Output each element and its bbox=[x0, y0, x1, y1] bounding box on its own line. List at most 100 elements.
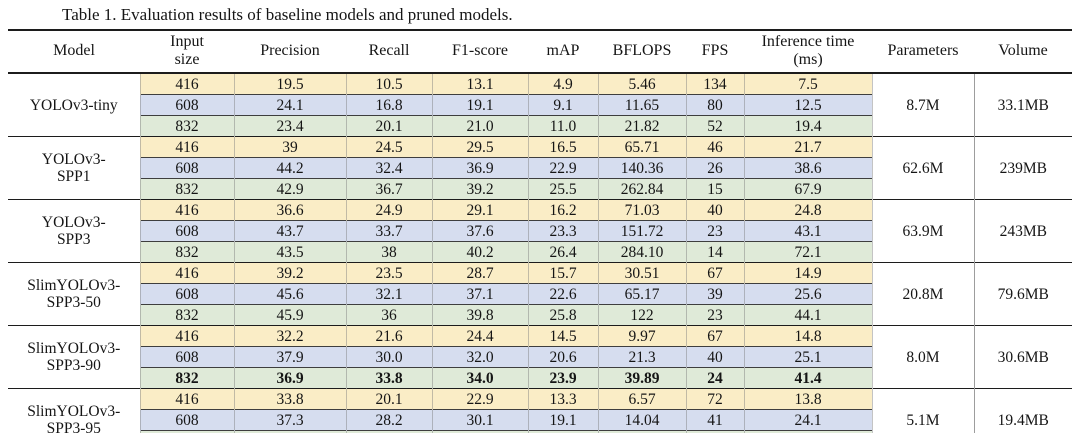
table-row: YOLOv3- SPP1 416 39 24.5 29.5 16.5 65.71 46 21.7… bbox=[8, 136, 1072, 200]
f1-score-cell: 29.5 bbox=[431, 136, 528, 158]
f1-score-cell: 13.1 bbox=[431, 72, 528, 95]
volume-cell: 239MB bbox=[974, 136, 1072, 200]
fps-cell: 40 bbox=[685, 346, 744, 368]
table-row: 608 43.7 33.7 37.6 23.3 151.72 23 43.1 bbox=[8, 220, 1072, 242]
fps-cell: 24 bbox=[685, 367, 744, 389]
precision-cell: 23.4 bbox=[233, 115, 346, 137]
fps-cell: 134 bbox=[685, 72, 744, 95]
inference-time-ms-cell: 43.1 bbox=[743, 220, 873, 242]
table-row: 832 42.9 36.7 39.2 25.5 262.84 15 67.9 bbox=[8, 178, 1072, 200]
precision-cell: 44.2 bbox=[233, 157, 346, 179]
map-cell: 16.5 bbox=[527, 136, 598, 158]
fps-cell: 39 bbox=[685, 283, 744, 305]
map-cell: 9.1 bbox=[527, 94, 598, 116]
table-row: 832 23.4 20.1 21.0 11.0 21.82 52 19.4 bbox=[8, 115, 1072, 137]
bflops-cell: 65.71 bbox=[597, 136, 686, 158]
input-size-cell: 416 bbox=[139, 72, 234, 95]
parameters-cell: 8.7M bbox=[872, 72, 975, 137]
table-row: 608 44.2 32.4 36.9 22.9 140.36 26 38.6 bbox=[8, 157, 1072, 179]
f1-score-cell: 19.1 bbox=[431, 94, 528, 116]
f1-score-cell: 22.9 bbox=[431, 388, 528, 410]
precision-cell: 24.1 bbox=[233, 94, 346, 116]
table-row: SlimYOLOv3- SPP3-95 416 33.8 20.1 22.9 13.3 6.… bbox=[8, 388, 1072, 433]
input-size-cell: 832 bbox=[139, 367, 234, 389]
column-header-input-size: Input size bbox=[140, 30, 234, 75]
recall-cell: 23.5 bbox=[345, 262, 432, 284]
inference-time-ms-cell: 25.6 bbox=[743, 283, 873, 305]
volume-cell: 30.6MB bbox=[974, 325, 1072, 389]
column-header-volume: Volume bbox=[974, 30, 1072, 75]
map-cell: 25.8 bbox=[527, 304, 598, 326]
input-size-cell: 832 bbox=[139, 115, 234, 137]
f1-score-cell: 30.1 bbox=[431, 409, 528, 431]
volume-cell: 79.6MB bbox=[974, 262, 1072, 326]
table-row: 608 37.9 30.0 32.0 20.6 21.3 40 25.1 bbox=[8, 346, 1072, 368]
column-header-model: Model bbox=[8, 30, 140, 75]
fps-cell: 26 bbox=[685, 157, 744, 179]
inference-time-ms-cell: 44.1 bbox=[743, 304, 873, 326]
input-size-cell: 832 bbox=[139, 304, 234, 326]
recall-cell: 21.6 bbox=[345, 325, 432, 347]
f1-score-cell: 32.0 bbox=[431, 346, 528, 368]
map-cell: 22.9 bbox=[527, 157, 598, 179]
f1-score-cell: 34.0 bbox=[431, 367, 528, 389]
results-table: Model Input size Precision Recall F1-score mA… bbox=[8, 29, 1072, 433]
f1-score-cell: 21.0 bbox=[431, 115, 528, 137]
fps-cell: 72 bbox=[685, 388, 744, 410]
input-size-cell: 608 bbox=[139, 220, 234, 242]
map-cell: 19.1 bbox=[527, 409, 598, 431]
inference-time-ms-cell: 13.8 bbox=[743, 388, 873, 410]
precision-cell: 32.2 bbox=[233, 325, 346, 347]
inference-time-ms-cell: 21.7 bbox=[743, 136, 873, 158]
input-size-cell: 416 bbox=[139, 136, 234, 158]
recall-cell: 36.7 bbox=[345, 178, 432, 200]
input-size-cell: 608 bbox=[139, 409, 234, 431]
precision-cell: 39.2 bbox=[233, 262, 346, 284]
fps-cell: 52 bbox=[685, 115, 744, 137]
table-row: 832 45.9 36 39.8 25.8 122 23 44.1 bbox=[8, 304, 1072, 326]
bflops-cell: 284.10 bbox=[597, 241, 686, 263]
model-cell: YOLOv3-tiny bbox=[8, 72, 140, 137]
parameters-cell: 20.8M bbox=[872, 262, 975, 326]
fps-cell: 40 bbox=[685, 199, 744, 221]
volume-cell: 33.1MB bbox=[974, 72, 1072, 137]
table-row: 608 45.6 32.1 37.1 22.6 65.17 39 25.6 bbox=[8, 283, 1072, 305]
input-size-cell: 416 bbox=[139, 325, 234, 347]
fps-cell: 67 bbox=[685, 262, 744, 284]
column-header-precision: Precision bbox=[234, 30, 346, 75]
table-row: YOLOv3- SPP3 416 36.6 24.9 29.1 16.2 71.03 40 24… bbox=[8, 199, 1072, 263]
bflops-cell: 65.17 bbox=[597, 283, 686, 305]
input-size-cell: 416 bbox=[139, 262, 234, 284]
parameters-cell: 5.1M bbox=[872, 388, 975, 433]
column-header-inference-time-ms: Inference time (ms) bbox=[744, 30, 872, 75]
recall-cell: 33.7 bbox=[345, 220, 432, 242]
column-header-map: mAP bbox=[528, 30, 598, 75]
recall-cell: 36 bbox=[345, 304, 432, 326]
inference-time-ms-cell: 19.4 bbox=[743, 115, 873, 137]
recall-cell: 30.0 bbox=[345, 346, 432, 368]
f1-score-cell: 28.7 bbox=[431, 262, 528, 284]
model-cell: SlimYOLOv3- SPP3-90 bbox=[8, 325, 140, 389]
inference-time-ms-cell: 67.9 bbox=[743, 178, 873, 200]
parameters-cell: 63.9M bbox=[872, 199, 975, 263]
bflops-cell: 140.36 bbox=[597, 157, 686, 179]
map-cell: 14.5 bbox=[527, 325, 598, 347]
input-size-cell: 832 bbox=[139, 178, 234, 200]
model-cell: SlimYOLOv3- SPP3-50 bbox=[8, 262, 140, 326]
parameters-cell: 62.6M bbox=[872, 136, 975, 200]
inference-time-ms-cell: 12.5 bbox=[743, 94, 873, 116]
bflops-cell: 5.46 bbox=[597, 72, 686, 95]
bflops-cell: 39.89 bbox=[597, 367, 686, 389]
model-cell: YOLOv3- SPP1 bbox=[8, 136, 140, 200]
column-header-fps: FPS bbox=[686, 30, 744, 75]
input-size-cell: 608 bbox=[139, 94, 234, 116]
precision-cell: 36.9 bbox=[233, 367, 346, 389]
map-cell: 4.9 bbox=[527, 72, 598, 95]
bflops-cell: 11.65 bbox=[597, 94, 686, 116]
bflops-cell: 21.82 bbox=[597, 115, 686, 137]
fps-cell: 23 bbox=[685, 304, 744, 326]
recall-cell: 24.5 bbox=[345, 136, 432, 158]
inference-time-ms-cell: 24.1 bbox=[743, 409, 873, 431]
map-cell: 13.3 bbox=[527, 388, 598, 410]
